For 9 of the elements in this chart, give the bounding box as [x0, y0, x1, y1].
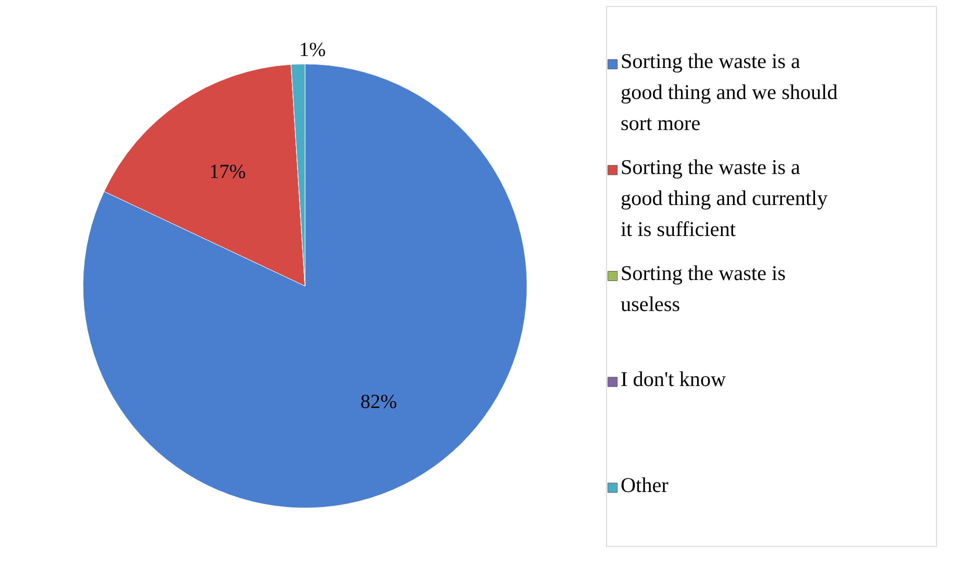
legend-label: Sorting the waste is a good thing and currently it is sufficient	[620, 155, 828, 242]
pie-slice	[83, 64, 528, 508]
legend-label: Sorting the waste is useless	[620, 261, 786, 316]
legend-label: Other	[620, 472, 668, 497]
data-label: 82%	[360, 391, 398, 414]
data-label: 17%	[209, 161, 246, 184]
legend-label: Sorting the waste is a good thing and we should sort more	[620, 49, 838, 136]
legend-label: I don't know	[620, 366, 727, 391]
data-label: 1%	[299, 39, 326, 62]
